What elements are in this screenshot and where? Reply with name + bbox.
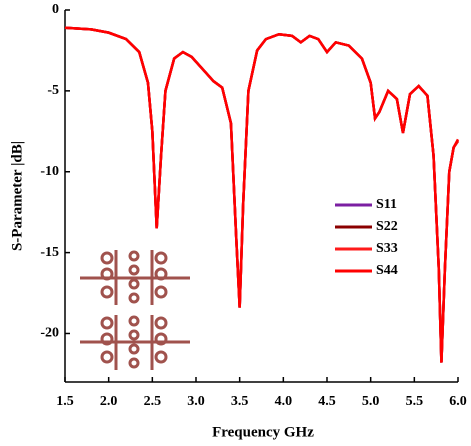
series-line	[64, 26, 460, 363]
x-tick-label: 3.5	[231, 394, 249, 409]
x-tick-label: 2.5	[144, 394, 162, 409]
x-tick-label: 5.0	[362, 394, 380, 409]
x-tick-label: 4.5	[318, 394, 336, 409]
y-tick-label: -20	[40, 326, 59, 341]
x-tick-label: 4.0	[275, 394, 293, 409]
y-axis-label: S-Parameter |dB|	[9, 141, 25, 251]
y-tick-label: 0	[52, 2, 59, 17]
legend-label: S11	[376, 197, 397, 212]
y-tick-label: -5	[47, 83, 59, 98]
x-tick-label: 2.0	[100, 394, 118, 409]
x-tick-label: 1.5	[56, 394, 74, 409]
y-tick-label: -15	[40, 245, 59, 260]
legend-label: S44	[376, 263, 398, 278]
x-axis-label: Frequency GHz	[212, 424, 314, 440]
series-line	[64, 26, 460, 363]
legend-label: S33	[376, 241, 398, 256]
x-tick-label: 3.0	[187, 394, 205, 409]
legend-label: S22	[376, 219, 398, 234]
inset-antenna	[80, 250, 190, 370]
series-line	[64, 26, 460, 363]
y-tick-label: -10	[40, 164, 59, 179]
x-tick-label: 6.0	[449, 394, 467, 409]
series-line	[64, 26, 460, 363]
x-tick-label: 5.5	[406, 394, 424, 409]
